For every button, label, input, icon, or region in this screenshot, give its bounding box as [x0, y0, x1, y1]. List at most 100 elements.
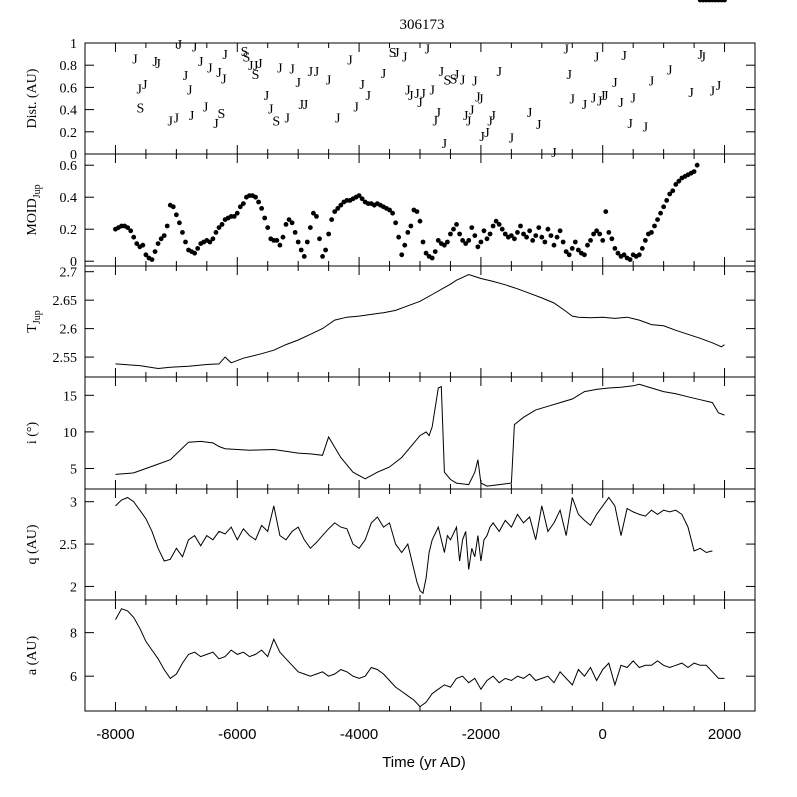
moid-point — [557, 228, 563, 234]
moid-point — [219, 222, 225, 227]
jupiter-marker: J — [466, 115, 472, 130]
moid-point — [234, 210, 240, 216]
y-tick-label: 2.65 — [53, 294, 78, 309]
panel-moid: 0 0.2 0.4 0.6 MOIDJup — [25, 0, 756, 270]
jupiter-marker: J — [381, 67, 387, 82]
jupiter-marker: J — [454, 68, 460, 83]
moid-point — [128, 228, 134, 234]
jupiter-marker: J — [439, 65, 445, 80]
y-axis-label: Dist. (AU) — [25, 68, 40, 128]
moid-point — [572, 239, 578, 245]
moid-point — [125, 225, 131, 231]
moid-point — [627, 257, 633, 262]
jupiter-marker: J — [394, 46, 400, 61]
moid-point — [496, 222, 502, 227]
moid-point — [642, 238, 648, 243]
y-axis-label: a (AU) — [25, 636, 40, 676]
moid-point — [323, 247, 328, 253]
moid-point — [722, 0, 727, 3]
moid-point — [673, 182, 679, 187]
moid-point — [609, 236, 615, 242]
moid-point — [149, 257, 155, 262]
moid-point — [515, 230, 520, 235]
moid-point — [521, 231, 526, 237]
panel-incl: 5 10 15 i (°) — [25, 376, 756, 490]
moid-point — [429, 255, 435, 261]
moid-point — [326, 231, 332, 237]
jupiter-marker: J — [253, 59, 259, 74]
y-tick-label: 0.2 — [60, 223, 78, 238]
y-tick-label: 0.8 — [60, 59, 78, 74]
moid-point — [274, 238, 280, 243]
jupiter-marker: J — [469, 104, 475, 119]
jupiter-marker: J — [257, 57, 263, 72]
jupiter-marker: J — [203, 100, 209, 115]
saturn-marker: S — [450, 73, 458, 88]
moid-point — [280, 234, 286, 240]
jupiter-marker: J — [536, 118, 542, 133]
moid-point — [213, 230, 219, 235]
jupiter-marker: J — [314, 65, 320, 80]
y-tick-label: 2.7 — [60, 266, 78, 281]
jupiter-marker: J — [207, 61, 213, 76]
moid-point — [152, 249, 158, 255]
jupiter-marker: J — [177, 38, 183, 53]
moid-point — [530, 238, 536, 243]
moid-point — [463, 241, 469, 247]
moid-point — [694, 162, 700, 168]
moid-point — [472, 233, 478, 239]
saturn-marker: S — [252, 68, 260, 83]
jupiter-marker: J — [189, 109, 195, 124]
moid-point — [256, 199, 261, 205]
moid-point — [292, 230, 298, 235]
y-axis-label-sub: Jup — [32, 310, 43, 324]
jupiter-marker: J — [643, 120, 649, 135]
jupiter-marker: J — [475, 90, 481, 105]
jupiter-marker: J — [132, 53, 138, 68]
saturn-marker: S — [241, 45, 249, 60]
jupiter-marker: J — [405, 84, 411, 99]
moid-point — [451, 226, 456, 232]
moid-point — [216, 225, 222, 231]
moid-point — [603, 209, 609, 215]
moid-point — [569, 246, 575, 251]
jupiter-marker: J — [353, 100, 359, 115]
moid-point — [314, 214, 319, 219]
jupiter-marker: J — [463, 109, 469, 124]
jupiter-marker: J — [284, 111, 290, 126]
jupiter-marker: J — [366, 89, 372, 104]
jupiter-marker: J — [710, 85, 716, 100]
moid-point — [283, 222, 289, 227]
x-tick-label: -2000 — [462, 726, 500, 743]
saturn-marker: S — [243, 50, 251, 65]
jupiter-marker: J — [436, 106, 442, 121]
jupiter-marker: J — [198, 55, 204, 70]
jupiter-marker: J — [347, 54, 353, 69]
y-axis-label-main: T — [25, 324, 40, 333]
moid-point — [210, 236, 216, 242]
jupiter-marker: J — [420, 87, 426, 102]
y-axis-label: q (AU) — [25, 524, 40, 564]
moid-point — [387, 207, 392, 213]
moid-point — [676, 178, 682, 184]
moid-point — [636, 252, 642, 258]
jupiter-marker: J — [487, 115, 493, 130]
saturn-marker: S — [137, 101, 145, 116]
jupiter-marker: J — [597, 95, 603, 110]
jupiter-marker: J — [402, 50, 408, 65]
jupiter-marker: J — [425, 43, 431, 58]
moid-point — [177, 220, 182, 226]
jupiter-marker: J — [183, 69, 189, 84]
moid-point — [652, 223, 657, 229]
jupiter-marker: J — [603, 89, 609, 104]
moid-point — [639, 246, 645, 251]
moid-point — [670, 188, 676, 194]
moid-point — [259, 206, 265, 211]
saturn-marker: S — [272, 115, 280, 130]
moid-point — [466, 238, 472, 243]
moid-point — [445, 239, 450, 245]
jupiter-marker: J — [408, 89, 414, 104]
y-tick-label: 5 — [70, 463, 77, 478]
y-tick-label: 2.6 — [60, 323, 78, 338]
moid-point — [542, 239, 548, 245]
